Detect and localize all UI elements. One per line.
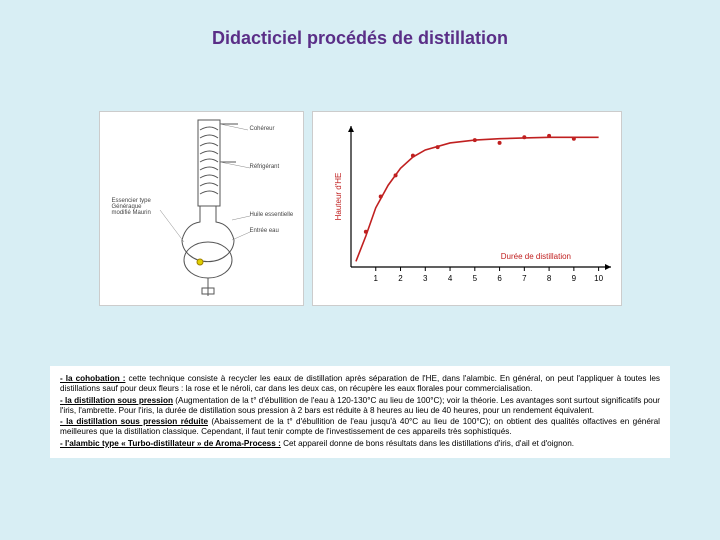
svg-text:7: 7 xyxy=(522,274,527,283)
label-essencier: Essencier type Généraque modifié Maurin xyxy=(112,198,172,216)
body-cohobation: cette technique consiste à recycler les … xyxy=(60,374,660,393)
label-entree: Entrée eau xyxy=(250,228,279,234)
svg-text:Hauteur d'HE: Hauteur d'HE xyxy=(334,173,343,221)
label-huile: Huile essentielle xyxy=(250,212,294,218)
para-pression-reduite: - la distillation sous pression réduite … xyxy=(60,417,660,438)
svg-text:3: 3 xyxy=(423,274,428,283)
label-pression-reduite: - la distillation sous pression réduite xyxy=(60,417,208,426)
chart-svg: 1 2 3 4 5 6 7 8 9 10 Hauteur d'HE Durée de distilla… xyxy=(313,112,623,307)
svg-text:9: 9 xyxy=(571,274,576,283)
label-cohereur: Cohéreur xyxy=(250,126,275,132)
label-pression: - la distillation sous pression xyxy=(60,396,173,405)
para-cohobation: - la cohobation : cette technique consis… xyxy=(60,374,660,395)
page-title: Didacticiel procédés de distillation xyxy=(0,0,720,49)
svg-text:6: 6 xyxy=(497,274,502,283)
apparatus-figure: Cohéreur Réfrigérant Essencier type Géné… xyxy=(99,111,304,306)
svg-text:10: 10 xyxy=(594,274,603,283)
svg-text:Durée de distillation: Durée de distillation xyxy=(500,252,570,261)
text-block: - la cohobation : cette technique consis… xyxy=(50,366,670,458)
body-turbo: Cet appareil donne de bons résultats dan… xyxy=(281,439,574,448)
label-refrigerant: Réfrigérant xyxy=(250,164,280,170)
svg-text:4: 4 xyxy=(447,274,452,283)
chart-figure: 1 2 3 4 5 6 7 8 9 10 Hauteur d'HE Durée de distilla… xyxy=(312,111,622,306)
svg-text:2: 2 xyxy=(398,274,403,283)
svg-text:1: 1 xyxy=(373,274,378,283)
para-turbo: - l'alambic type « Turbo-distillateur » … xyxy=(60,439,660,449)
label-turbo: - l'alambic type « Turbo-distillateur » … xyxy=(60,439,281,448)
svg-text:8: 8 xyxy=(546,274,551,283)
para-pression: - la distillation sous pression (Augment… xyxy=(60,396,660,417)
figures-row: Cohéreur Réfrigérant Essencier type Géné… xyxy=(0,111,720,306)
svg-text:5: 5 xyxy=(472,274,477,283)
label-cohobation: - la cohobation : xyxy=(60,374,125,383)
